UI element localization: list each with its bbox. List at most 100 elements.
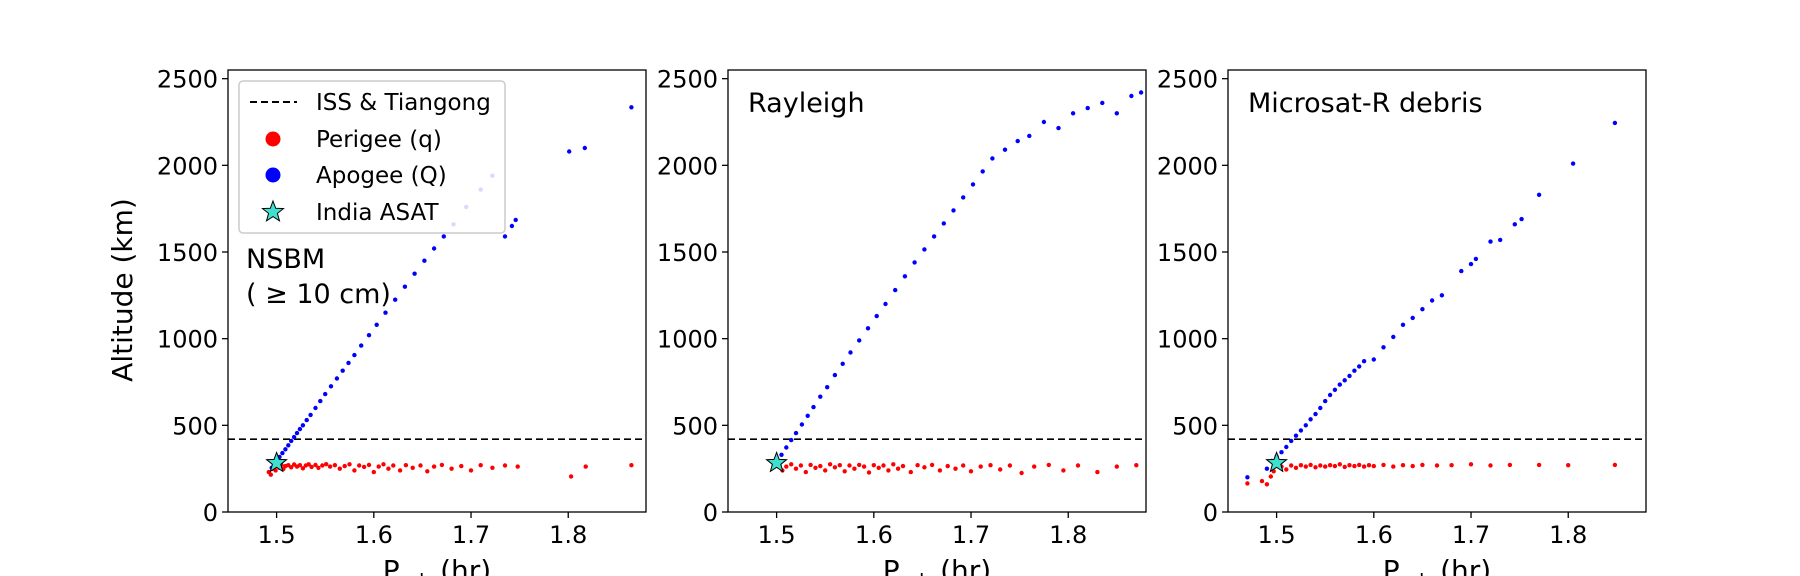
perigee-point (789, 462, 794, 467)
perigee-point (403, 463, 409, 468)
perigee-point (1298, 463, 1304, 468)
apogee-point (1313, 411, 1318, 417)
apogee-point (1357, 364, 1362, 369)
perigee-point (1323, 464, 1328, 469)
perigee-point (327, 464, 333, 469)
apogee-point (941, 221, 946, 226)
perigee-point (1075, 463, 1081, 468)
apogee-point (1264, 466, 1270, 471)
apogee-point (1337, 382, 1343, 387)
apogee-point (1138, 90, 1144, 95)
apogee-point (1332, 387, 1338, 392)
x-tick-label: 1.5 (258, 521, 296, 549)
perigee-point (881, 463, 886, 468)
apogee-point (346, 360, 351, 366)
apogee-point (961, 195, 966, 200)
perigee-point (583, 464, 588, 469)
apogee-point (567, 149, 572, 154)
x-tick-label: 1.7 (952, 521, 990, 549)
perigee-point (1371, 463, 1377, 469)
apogee-series (775, 90, 1144, 464)
perigee-point (1114, 464, 1120, 469)
perigee-point (1268, 474, 1274, 479)
apogee-point (402, 284, 408, 289)
panel-annotation: ( ≥ 10 cm) (246, 279, 391, 310)
x-axis-label: Porb (hr) (1383, 554, 1491, 576)
perigee-point (852, 466, 857, 471)
perigee-point (1308, 462, 1313, 468)
x-tick-label: 1.8 (1549, 521, 1587, 549)
perigee-point (1449, 463, 1454, 468)
legend-label-iss-tiangong: ISS & Tiangong (316, 90, 491, 116)
panel-annotation: NSBM (246, 244, 325, 275)
panel-microsat: 1.5 1.6 1.7 1.8 0 500 1000 1500 2000 2500 Porb (hr… (1157, 66, 1647, 576)
x-axis-label-subscript: orb (1400, 570, 1432, 576)
y-tick-label: 2500 (657, 66, 718, 94)
apogee-point (280, 450, 285, 456)
perigee-point (842, 469, 847, 474)
perigee-point (332, 463, 338, 468)
apogee-point (818, 394, 823, 399)
x-axis-label-unit: (hr) (931, 554, 991, 576)
perigee-point (397, 468, 403, 473)
perigee-point (316, 465, 321, 470)
apogee-point (289, 438, 294, 444)
perigee-point (1289, 463, 1294, 468)
apogee-point (1488, 239, 1493, 244)
apogee-point (1429, 298, 1435, 303)
x-axis-label-unit: (hr) (1431, 554, 1491, 576)
legend: ISS & Tiangong Perigee (q) Apogee (Q) In… (238, 80, 506, 234)
apogee-point (1342, 378, 1347, 383)
apogee-point (374, 322, 379, 327)
apogee-point (1391, 334, 1396, 340)
panel-annotation: Microsat-R debris (1248, 88, 1483, 119)
apogee-point (805, 413, 810, 418)
apogee-point (1100, 100, 1105, 106)
apogee-point (1129, 93, 1134, 99)
x-axis-label-base: P (1383, 554, 1400, 576)
apogee-point (1284, 444, 1289, 450)
y-tick-label: 1500 (1157, 239, 1218, 267)
perigee-point (953, 466, 958, 471)
apogee-point (832, 372, 838, 378)
legend-red-dot-icon (265, 131, 281, 147)
apogee-point (304, 417, 309, 423)
perigee-point (945, 463, 950, 469)
perigee-series (1245, 462, 1618, 487)
x-tick-label: 1.8 (1049, 521, 1087, 549)
apogee-point (931, 234, 937, 239)
apogee-point (359, 343, 364, 348)
apogee-point (509, 223, 515, 229)
apogee-point (789, 437, 794, 443)
plot-frame (227, 69, 647, 513)
perigee-point (352, 468, 357, 473)
perigee-point (837, 463, 842, 468)
apogee-point (1381, 345, 1386, 350)
perigee-point (568, 474, 574, 479)
apogee-point (980, 169, 985, 174)
y-axis-label: Altitude (km) (106, 198, 139, 382)
apogee-point (1347, 373, 1352, 379)
apogee-point (784, 445, 789, 450)
perigee-point (342, 463, 347, 469)
apogee-point (893, 287, 898, 293)
perigee-point (978, 464, 983, 469)
perigee-point (1566, 463, 1571, 468)
india-asat-star-icon (765, 450, 788, 473)
perigee-point (297, 463, 303, 468)
perigee-point (827, 462, 833, 467)
perigee-point (876, 465, 881, 470)
x-axis-label-subscript: orb (900, 570, 932, 576)
perigee-point (1284, 467, 1289, 472)
perigee-point (1264, 482, 1270, 487)
y-tick-label: 500 (1172, 412, 1218, 440)
perigee-point (1400, 463, 1406, 468)
y-tick-label: 0 (703, 499, 718, 527)
perigee-point (1612, 462, 1618, 468)
perigee-point (1381, 462, 1386, 468)
perigee-point (900, 463, 906, 469)
perigee-point (268, 472, 273, 477)
apogee-point (1289, 438, 1294, 444)
x-tick-label: 1.7 (452, 521, 490, 549)
